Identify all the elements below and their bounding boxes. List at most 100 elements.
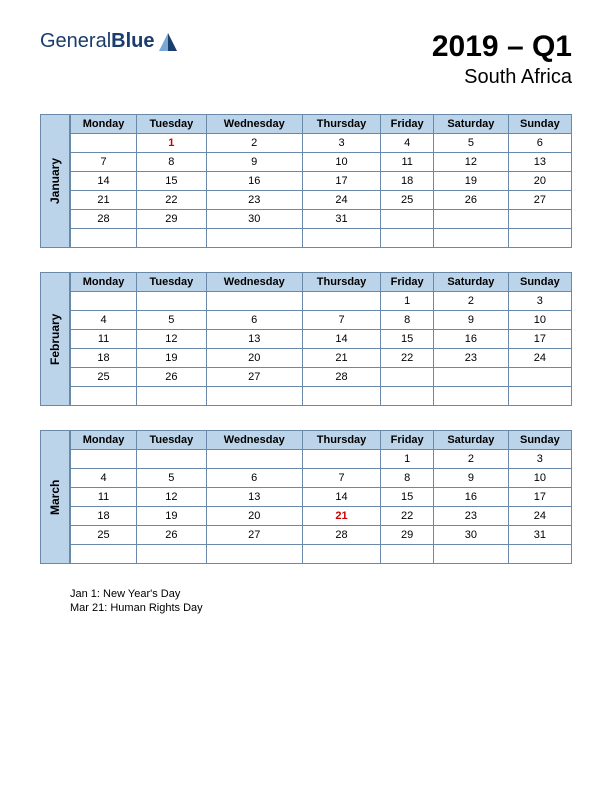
day-cell: 12 <box>137 488 207 507</box>
day-header: Wednesday <box>206 431 302 450</box>
day-cell <box>381 210 434 229</box>
table-row <box>71 387 572 406</box>
table-row: 78910111213 <box>71 153 572 172</box>
day-cell: 30 <box>434 526 509 545</box>
day-header: Monday <box>71 273 137 292</box>
day-cell <box>434 210 509 229</box>
day-header: Saturday <box>434 431 509 450</box>
day-cell: 1 <box>381 292 434 311</box>
day-cell: 19 <box>137 507 207 526</box>
day-cell: 15 <box>137 172 207 191</box>
table-row: 18192021222324 <box>71 507 572 526</box>
day-cell: 18 <box>381 172 434 191</box>
day-cell <box>381 387 434 406</box>
day-cell: 4 <box>381 134 434 153</box>
day-cell <box>302 387 380 406</box>
day-cell: 9 <box>434 469 509 488</box>
day-cell: 22 <box>381 349 434 368</box>
day-cell: 29 <box>137 210 207 229</box>
table-row: 45678910 <box>71 311 572 330</box>
day-cell <box>137 545 207 564</box>
day-cell: 29 <box>381 526 434 545</box>
day-cell <box>206 229 302 248</box>
day-cell: 24 <box>508 507 571 526</box>
day-cell: 14 <box>302 330 380 349</box>
day-cell <box>434 368 509 387</box>
day-header: Thursday <box>302 431 380 450</box>
day-cell <box>302 292 380 311</box>
day-cell: 10 <box>508 469 571 488</box>
day-cell: 23 <box>434 507 509 526</box>
day-cell <box>71 545 137 564</box>
logo-word2: Blue <box>111 30 154 52</box>
day-cell <box>137 229 207 248</box>
day-cell: 18 <box>71 507 137 526</box>
month-tab: February <box>40 272 70 406</box>
table-row: 28293031 <box>71 210 572 229</box>
calendar-grid: MondayTuesdayWednesdayThursdayFridaySatu… <box>70 114 572 248</box>
day-cell: 25 <box>381 191 434 210</box>
day-cell: 31 <box>302 210 380 229</box>
calendars-container: JanuaryMondayTuesdayWednesdayThursdayFri… <box>40 114 572 564</box>
day-cell <box>302 450 380 469</box>
day-cell: 25 <box>71 368 137 387</box>
day-cell: 30 <box>206 210 302 229</box>
day-cell: 7 <box>71 153 137 172</box>
day-cell: 1 <box>381 450 434 469</box>
day-cell: 17 <box>508 330 571 349</box>
day-cell <box>206 387 302 406</box>
day-cell: 4 <box>71 469 137 488</box>
day-header: Friday <box>381 273 434 292</box>
day-header: Sunday <box>508 273 571 292</box>
day-cell: 11 <box>71 488 137 507</box>
day-cell <box>508 210 571 229</box>
day-cell: 16 <box>434 330 509 349</box>
day-cell <box>71 292 137 311</box>
day-cell <box>137 292 207 311</box>
day-cell: 11 <box>71 330 137 349</box>
day-cell: 23 <box>434 349 509 368</box>
logo-word1: General <box>40 30 111 52</box>
day-header: Sunday <box>508 115 571 134</box>
day-cell <box>508 387 571 406</box>
day-cell: 19 <box>434 172 509 191</box>
day-cell: 31 <box>508 526 571 545</box>
day-cell: 26 <box>137 526 207 545</box>
day-cell <box>434 229 509 248</box>
table-row: 123 <box>71 292 572 311</box>
day-cell: 6 <box>508 134 571 153</box>
day-cell: 4 <box>71 311 137 330</box>
day-cell <box>302 545 380 564</box>
day-cell <box>137 387 207 406</box>
holiday-entry: Jan 1: New Year's Day <box>70 588 572 600</box>
calendar-march: MarchMondayTuesdayWednesdayThursdayFrida… <box>40 430 572 564</box>
day-cell <box>381 545 434 564</box>
day-cell: 5 <box>137 469 207 488</box>
day-cell: 20 <box>508 172 571 191</box>
day-cell: 11 <box>381 153 434 172</box>
day-cell: 18 <box>71 349 137 368</box>
day-cell: 12 <box>137 330 207 349</box>
day-cell: 22 <box>381 507 434 526</box>
day-cell: 28 <box>302 368 380 387</box>
logo-text: GeneralBlue <box>40 30 155 53</box>
page-title: 2019 – Q1 <box>432 30 572 64</box>
day-cell: 2 <box>434 292 509 311</box>
day-cell: 10 <box>302 153 380 172</box>
day-header: Tuesday <box>137 431 207 450</box>
day-cell: 5 <box>434 134 509 153</box>
day-cell: 6 <box>206 469 302 488</box>
day-cell <box>206 450 302 469</box>
day-cell: 15 <box>381 330 434 349</box>
logo-triangle-icon <box>159 33 177 51</box>
day-header: Tuesday <box>137 273 207 292</box>
title-block: 2019 – Q1 South Africa <box>432 30 572 89</box>
day-cell: 3 <box>508 450 571 469</box>
day-cell: 16 <box>206 172 302 191</box>
day-cell: 7 <box>302 469 380 488</box>
table-row: 25262728 <box>71 368 572 387</box>
page-subtitle: South Africa <box>432 66 572 89</box>
day-cell: 2 <box>434 450 509 469</box>
day-header: Sunday <box>508 431 571 450</box>
day-header: Wednesday <box>206 273 302 292</box>
